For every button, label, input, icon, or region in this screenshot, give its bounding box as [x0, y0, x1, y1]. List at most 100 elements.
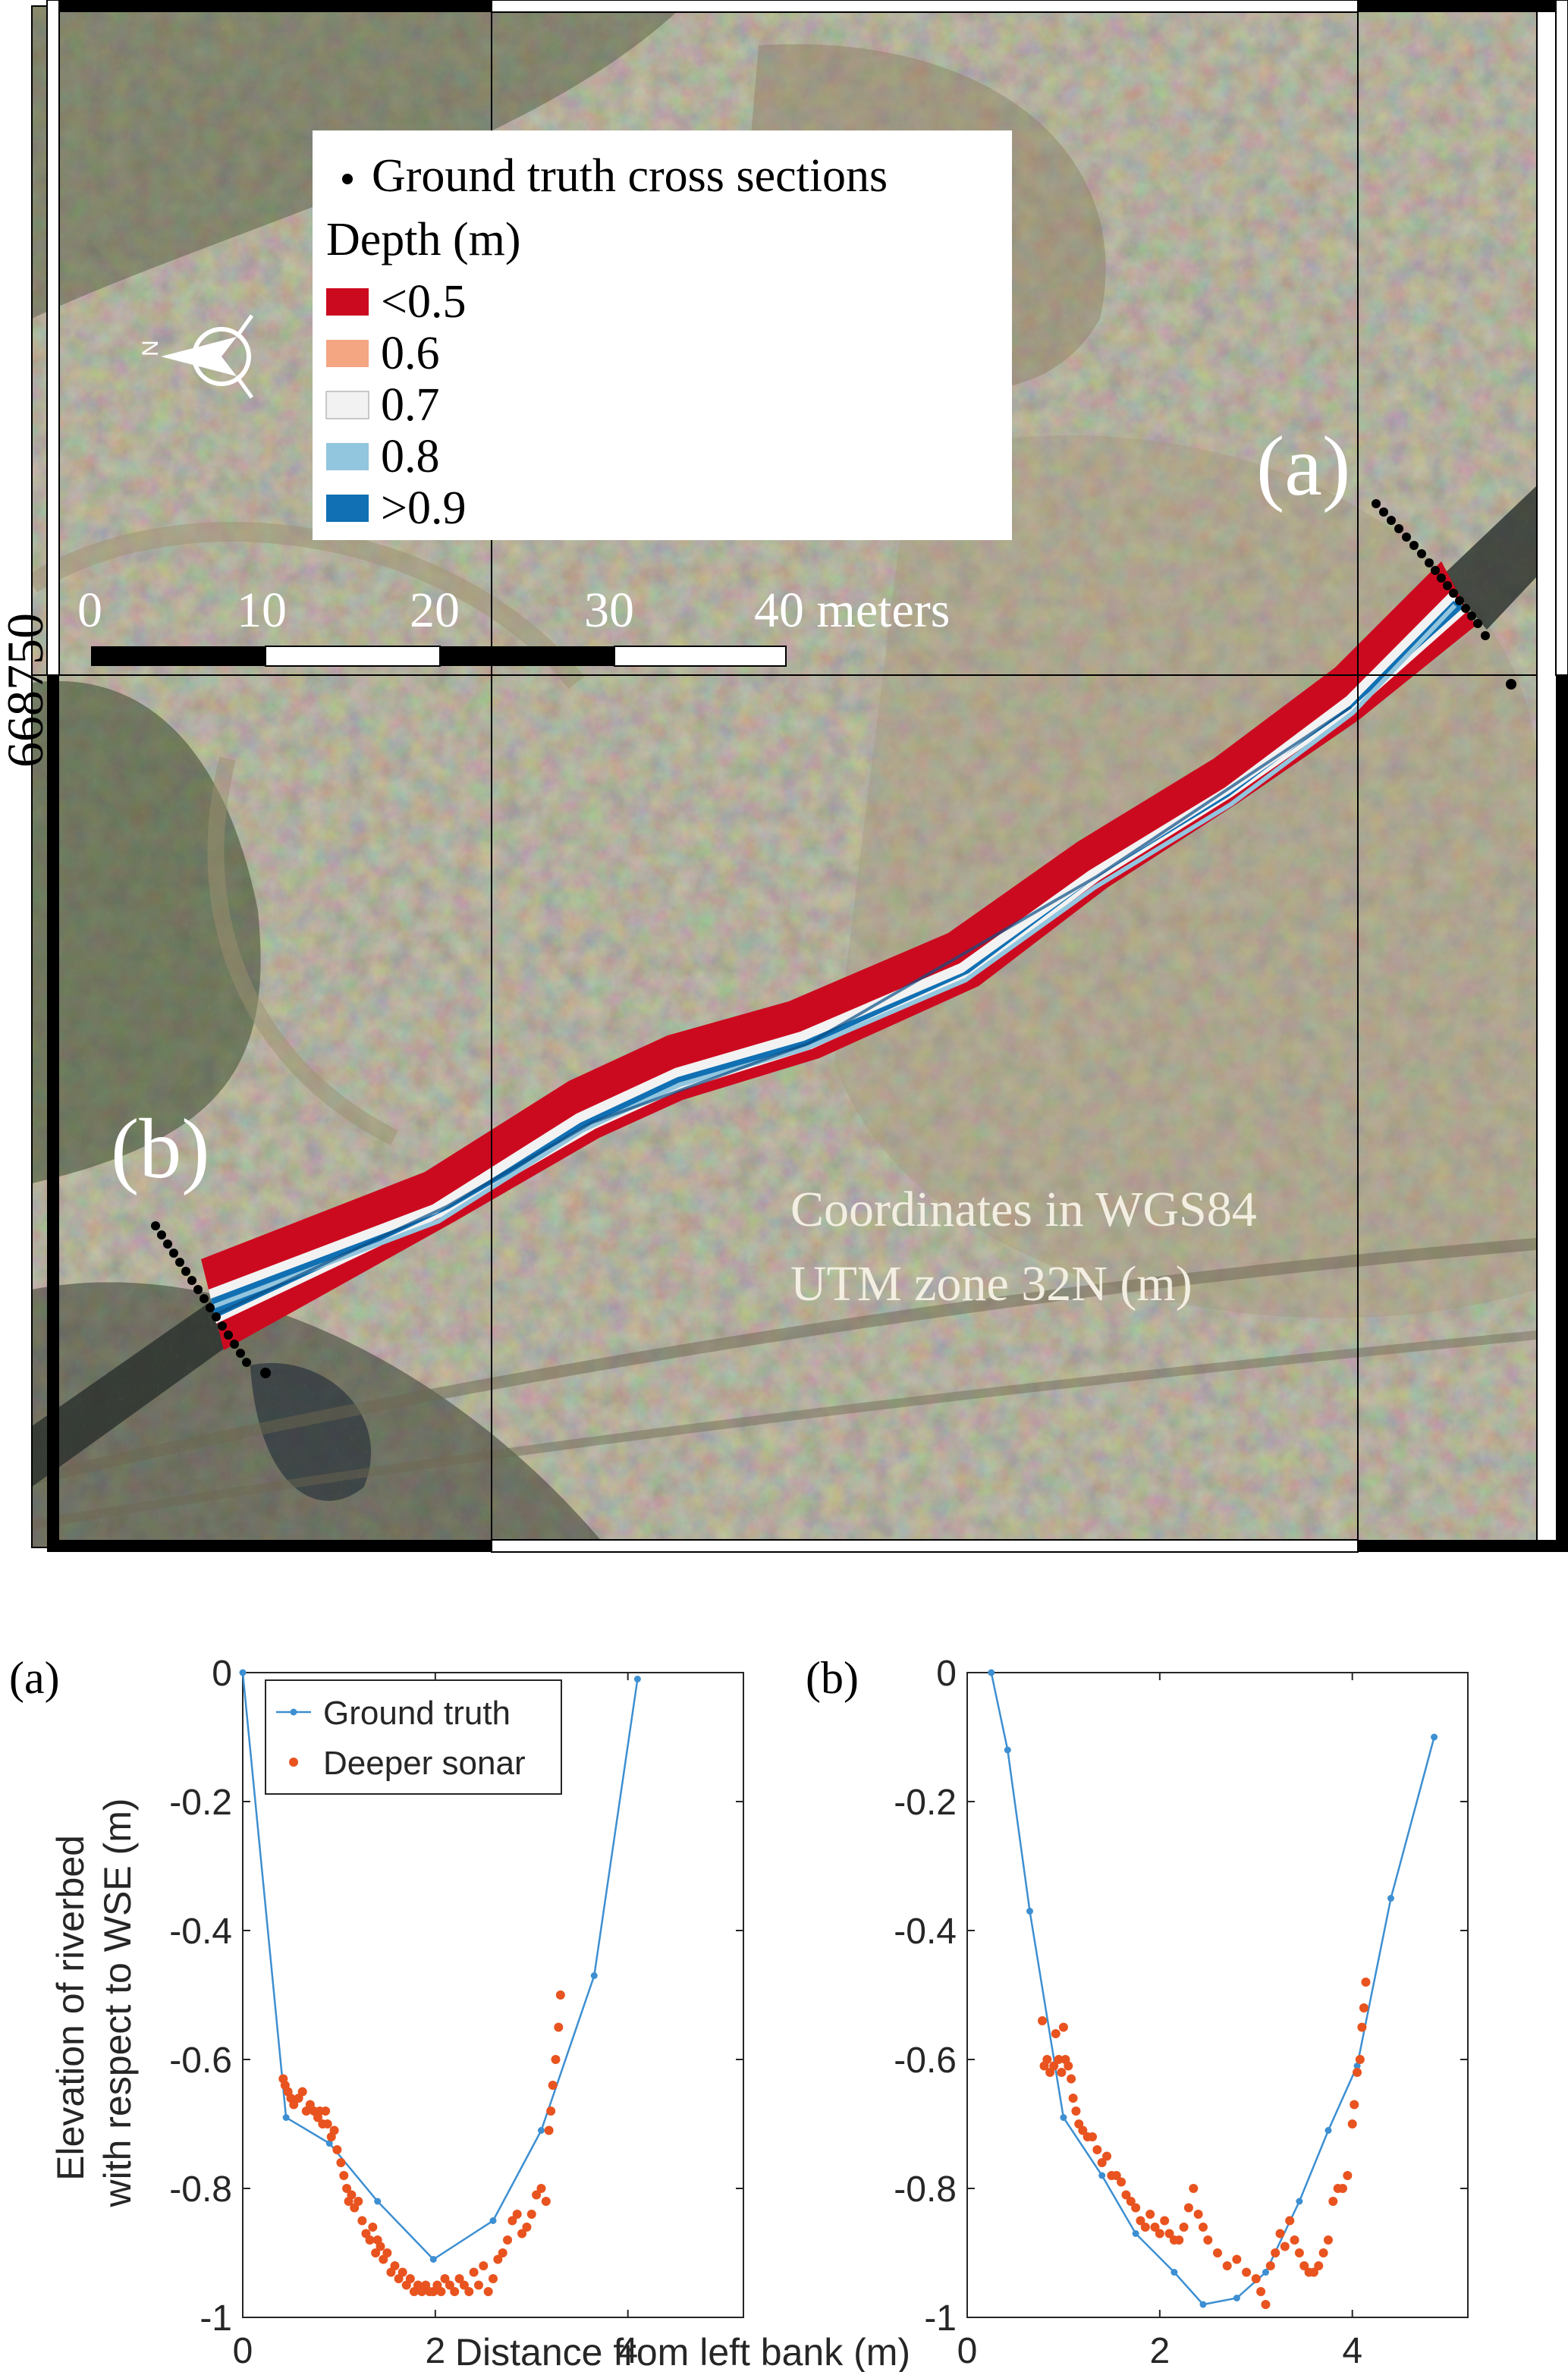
ground-truth-point: [633, 1676, 641, 1682]
deeper-sonar-point: [440, 2274, 450, 2283]
deeper-sonar-point: [1338, 2184, 1347, 2193]
legend-swatch-08: [326, 443, 369, 470]
legend-depth-title: Depth (m): [326, 214, 521, 265]
ground-truth-point: [429, 2256, 437, 2263]
legend-ground-truth-label: Ground truth cross sections: [372, 150, 888, 202]
deeper-sonar-point: [1102, 2151, 1112, 2161]
deeper-sonar-point: [1058, 2022, 1068, 2032]
ground-truth-point: [374, 2198, 382, 2205]
deeper-sonar-point: [297, 2087, 307, 2097]
deeper-sonar-point: [397, 2267, 407, 2277]
map-x-tick-6160950: 6160950: [1268, 1554, 1448, 1563]
deeper-sonar-point: [390, 2261, 400, 2270]
y-tick-label: -0.4: [894, 1912, 957, 1952]
legend-label-deeper-sonar: Deeper sonar: [323, 1745, 526, 1782]
legend-label-07: 0.7: [381, 379, 440, 431]
deeper-sonar-point: [1251, 2274, 1261, 2283]
deeper-sonar-point: [1353, 2068, 1362, 2077]
deeper-sonar-point: [1054, 2055, 1064, 2064]
deeper-sonar-point: [554, 2022, 564, 2032]
deeper-sonar-point: [1242, 2267, 1252, 2277]
legend-swatch-lt05: [326, 288, 369, 316]
deeper-sonar-point: [289, 2100, 299, 2110]
deeper-sonar-point: [469, 2267, 479, 2277]
plot-area: [966, 1672, 1469, 2318]
deeper-sonar-point: [339, 2171, 349, 2180]
deeper-sonar-point: [1071, 2107, 1081, 2116]
map-legend: Ground truth cross sections Depth (m) <0…: [313, 130, 1012, 540]
ground-truth-point: [1353, 2063, 1361, 2069]
legend-label-lt05: <0.5: [381, 276, 466, 328]
x-tick-label: 0: [957, 2331, 978, 2371]
scale-tick-0: 0: [77, 583, 102, 638]
deeper-sonar-point: [1179, 2223, 1189, 2232]
deeper-sonar-point: [1271, 2248, 1280, 2257]
ground-truth-point: [1098, 2172, 1106, 2179]
legend-label-08: 0.8: [381, 431, 440, 482]
x-tick-label: 2: [425, 2331, 445, 2371]
deeper-sonar-point: [489, 2274, 498, 2283]
y-axis-label-group: Elevation of riverbed with respect to WS…: [49, 1799, 139, 2208]
deeper-sonar-point: [483, 2287, 493, 2296]
deeper-sonar-point: [1092, 2145, 1102, 2154]
deeper-sonar-point: [1136, 2216, 1145, 2226]
y-tick-label: -0.8: [169, 2169, 232, 2210]
deeper-sonar-point: [1280, 2242, 1290, 2251]
deeper-sonar-point: [1155, 2229, 1164, 2238]
deeper-sonar-point: [1343, 2171, 1353, 2180]
ground-truth-point: [1171, 2269, 1178, 2276]
ground-truth-point: [1060, 2114, 1067, 2121]
deeper-sonar-point: [450, 2287, 460, 2296]
y-tick-label: 0: [936, 1654, 957, 1694]
deeper-sonar-point: [332, 2145, 342, 2154]
deeper-sonar-point: [1097, 2158, 1107, 2167]
deeper-sonar-point: [1323, 2235, 1333, 2245]
chart-legend-box: [265, 1679, 562, 1795]
ground-truth-point: [1431, 1733, 1438, 1741]
deeper-sonar-point: [405, 2274, 415, 2283]
legend-swatch-07: [325, 391, 369, 419]
deeper-sonar-point: [548, 2081, 558, 2090]
legend-swatch-06: [326, 340, 369, 367]
y-tick-label: -0.2: [894, 1783, 957, 1823]
deeper-sonar-point: [522, 2223, 532, 2232]
map-frame: [31, 0, 1568, 1553]
deeper-sonar-point: [322, 2119, 332, 2129]
deeper-sonar-point: [454, 2274, 464, 2283]
deeper-sonar-point: [1067, 2074, 1076, 2084]
map-figure: Ground truth cross sections Depth (m) <0…: [0, 0, 1568, 1563]
ground-truth-point: [537, 2127, 545, 2134]
y-axis-label-line2: with respect to WSE (m): [96, 1799, 139, 2208]
y-tick-label: -0.6: [894, 2041, 957, 2081]
deeper-sonar-point: [1256, 2287, 1266, 2296]
deeper-sonar-point: [1126, 2197, 1136, 2206]
deeper-sonar-point: [342, 2184, 352, 2193]
ground-truth-point: [988, 1669, 995, 1676]
deeper-sonar-point: [371, 2248, 381, 2257]
ground-truth-point: [282, 2114, 290, 2121]
deeper-sonar-point: [1222, 2261, 1232, 2270]
deeper-sonar-point: [1203, 2235, 1213, 2245]
y-tick-label: -1: [200, 2298, 232, 2339]
deeper-sonar-point: [1361, 1978, 1371, 1987]
deeper-sonar-point: [1189, 2184, 1199, 2193]
deeper-sonar-point: [544, 2125, 554, 2135]
legend-swatch-gt09: [326, 495, 369, 522]
map-x-tick-6161000: 6161000: [400, 1554, 580, 1563]
deeper-sonar-point: [1088, 2132, 1097, 2141]
deeper-sonar-point: [503, 2235, 513, 2245]
deeper-sonar-point: [1140, 2223, 1150, 2232]
x-tick-label: 0: [233, 2331, 253, 2371]
deeper-sonar-point: [1350, 2100, 1359, 2110]
deeper-sonar-point: [1261, 2300, 1271, 2309]
scale-tick-30: 30: [584, 583, 634, 638]
deeper-sonar-point: [473, 2280, 483, 2290]
ground-truth-point: [1387, 1895, 1394, 1902]
legend-marker-ground-truth: [290, 1708, 297, 1716]
y-axis-label: Elevation of riverbed with respect to WS…: [49, 1799, 139, 2208]
deeper-sonar-point: [1038, 2016, 1047, 2025]
deeper-sonar-point: [532, 2190, 542, 2200]
deeper-sonar-point: [347, 2190, 357, 2200]
